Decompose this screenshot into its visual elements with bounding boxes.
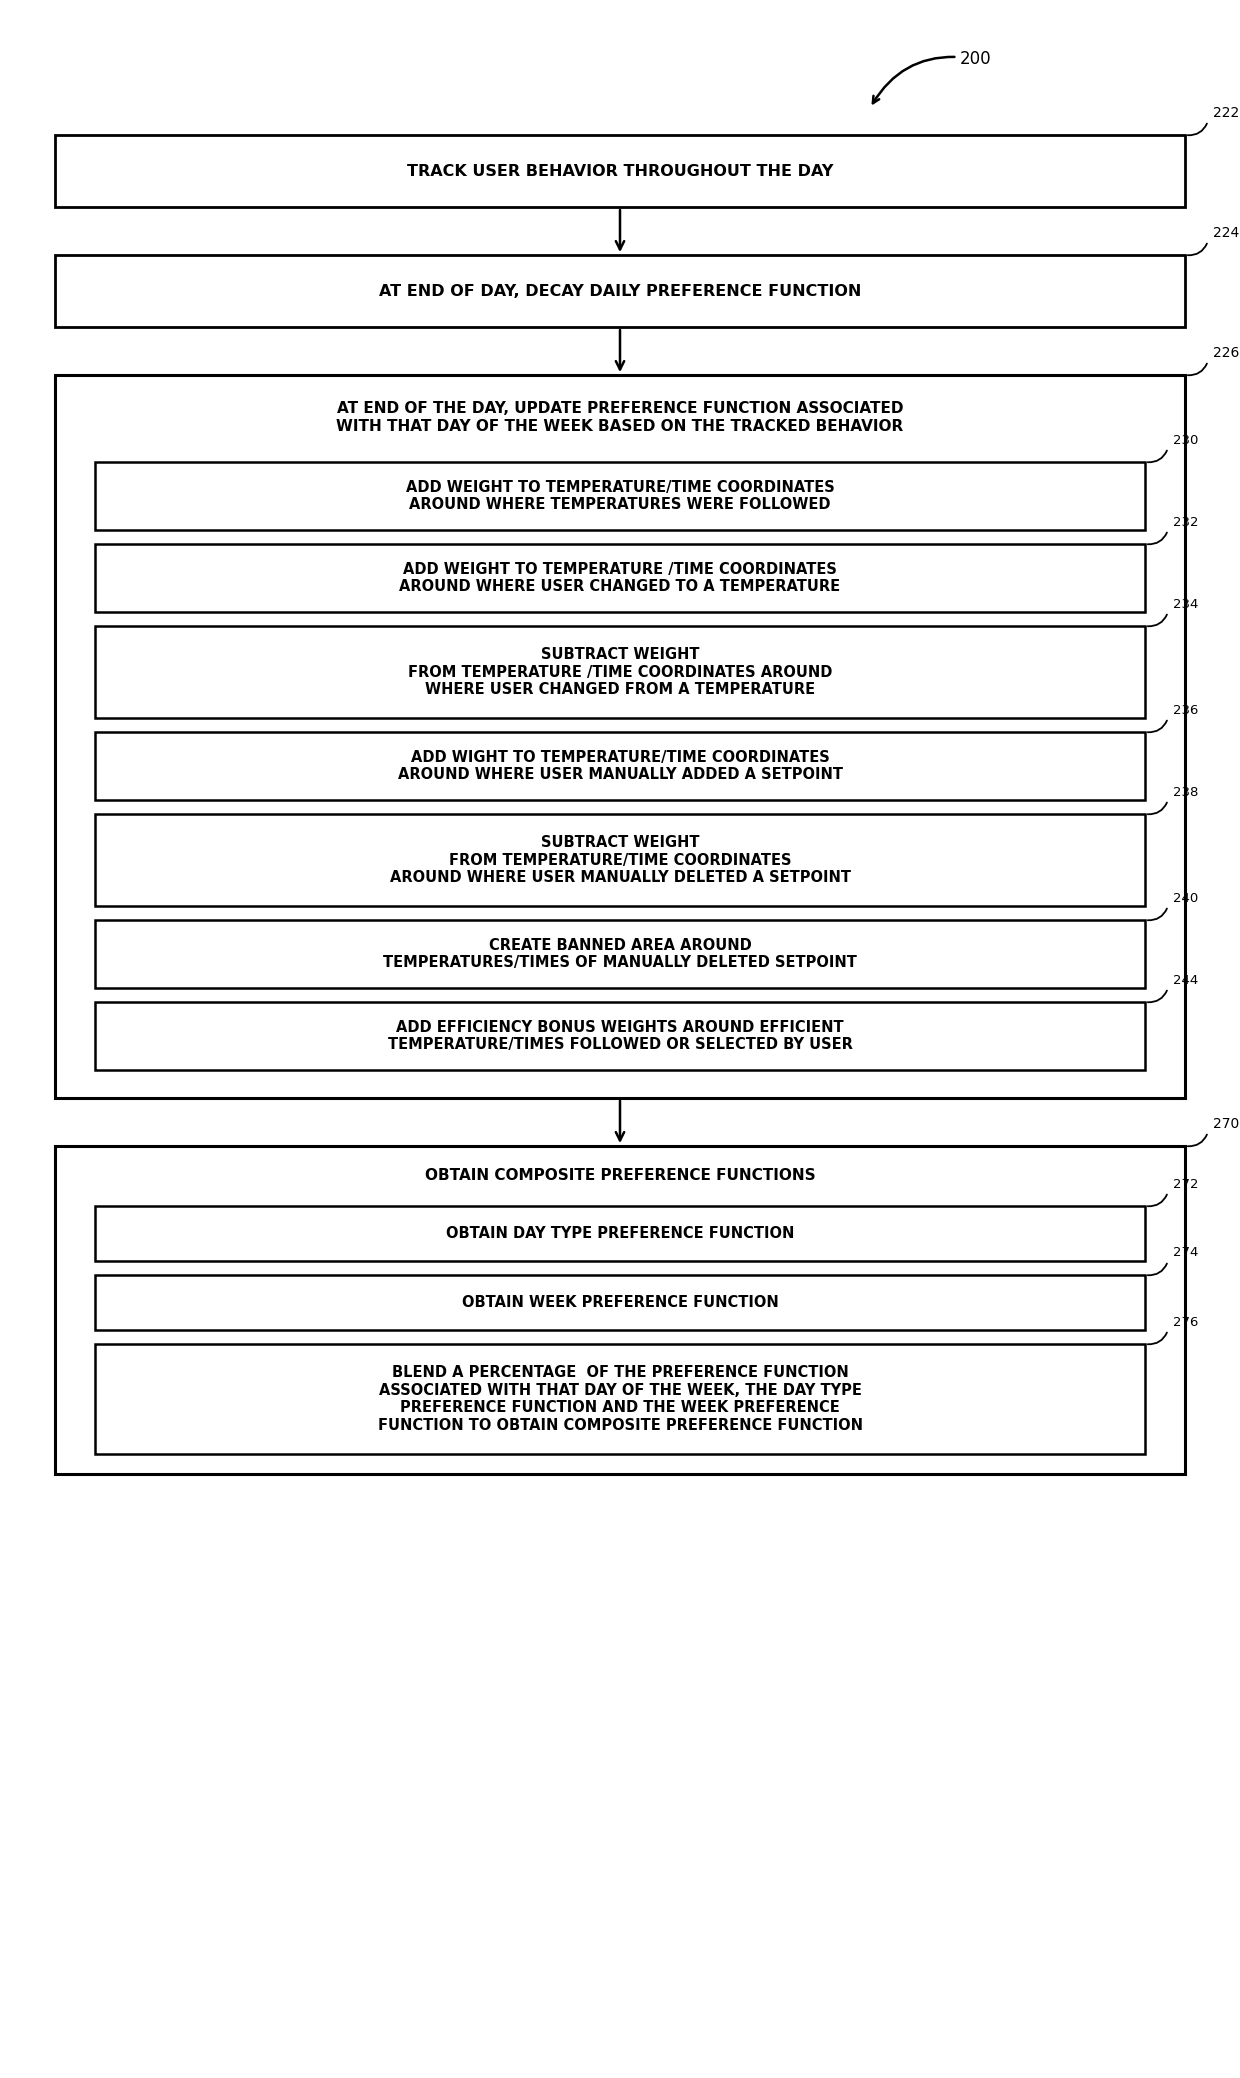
Text: 222: 222 xyxy=(1213,106,1239,121)
Bar xyxy=(55,1145,1185,1473)
Text: 270: 270 xyxy=(1213,1118,1239,1130)
Text: 272: 272 xyxy=(1173,1178,1199,1191)
Bar xyxy=(95,815,1145,906)
Text: 230: 230 xyxy=(1173,434,1198,447)
Bar xyxy=(55,256,1185,326)
Text: ADD EFFICIENCY BONUS WEIGHTS AROUND EFFICIENT
TEMPERATURE/TIMES FOLLOWED OR SELE: ADD EFFICIENCY BONUS WEIGHTS AROUND EFFI… xyxy=(388,1020,852,1051)
Bar xyxy=(95,1002,1145,1070)
Text: 238: 238 xyxy=(1173,785,1198,798)
Text: TRACK USER BEHAVIOR THROUGHOUT THE DAY: TRACK USER BEHAVIOR THROUGHOUT THE DAY xyxy=(407,164,833,179)
Text: CREATE BANNED AREA AROUND
TEMPERATURES/TIMES OF MANUALLY DELETED SETPOINT: CREATE BANNED AREA AROUND TEMPERATURES/T… xyxy=(383,937,857,970)
Bar xyxy=(95,544,1145,613)
Text: 240: 240 xyxy=(1173,891,1198,904)
Text: OBTAIN DAY TYPE PREFERENCE FUNCTION: OBTAIN DAY TYPE PREFERENCE FUNCTION xyxy=(446,1226,794,1241)
Text: ADD WEIGHT TO TEMPERATURE/TIME COORDINATES
AROUND WHERE TEMPERATURES WERE FOLLOW: ADD WEIGHT TO TEMPERATURE/TIME COORDINAT… xyxy=(405,480,835,511)
Text: 234: 234 xyxy=(1173,598,1198,611)
Bar xyxy=(95,731,1145,800)
Text: 274: 274 xyxy=(1173,1247,1198,1259)
Bar xyxy=(95,1344,1145,1455)
Bar xyxy=(55,374,1185,1097)
Bar xyxy=(95,1276,1145,1330)
Text: SUBTRACT WEIGHT
FROM TEMPERATURE /TIME COORDINATES AROUND
WHERE USER CHANGED FRO: SUBTRACT WEIGHT FROM TEMPERATURE /TIME C… xyxy=(408,646,832,696)
Text: ADD WEIGHT TO TEMPERATURE /TIME COORDINATES
AROUND WHERE USER CHANGED TO A TEMPE: ADD WEIGHT TO TEMPERATURE /TIME COORDINA… xyxy=(399,561,841,594)
Text: AT END OF DAY, DECAY DAILY PREFERENCE FUNCTION: AT END OF DAY, DECAY DAILY PREFERENCE FU… xyxy=(378,283,862,299)
Text: ADD WIGHT TO TEMPERATURE/TIME COORDINATES
AROUND WHERE USER MANUALLY ADDED A SET: ADD WIGHT TO TEMPERATURE/TIME COORDINATE… xyxy=(398,750,842,781)
Text: 236: 236 xyxy=(1173,704,1198,717)
Text: 232: 232 xyxy=(1173,515,1199,528)
Bar xyxy=(95,1205,1145,1261)
Text: 200: 200 xyxy=(873,50,992,104)
Text: BLEND A PERCENTAGE  OF THE PREFERENCE FUNCTION
ASSOCIATED WITH THAT DAY OF THE W: BLEND A PERCENTAGE OF THE PREFERENCE FUN… xyxy=(377,1365,863,1432)
Text: SUBTRACT WEIGHT
FROM TEMPERATURE/TIME COORDINATES
AROUND WHERE USER MANUALLY DEL: SUBTRACT WEIGHT FROM TEMPERATURE/TIME CO… xyxy=(389,835,851,885)
Bar xyxy=(95,461,1145,530)
Bar xyxy=(95,921,1145,987)
Text: OBTAIN COMPOSITE PREFERENCE FUNCTIONS: OBTAIN COMPOSITE PREFERENCE FUNCTIONS xyxy=(424,1168,816,1184)
Text: AT END OF THE DAY, UPDATE PREFERENCE FUNCTION ASSOCIATED
WITH THAT DAY OF THE WE: AT END OF THE DAY, UPDATE PREFERENCE FUN… xyxy=(336,401,904,434)
Text: 226: 226 xyxy=(1213,347,1239,359)
Text: 244: 244 xyxy=(1173,973,1198,987)
Text: OBTAIN WEEK PREFERENCE FUNCTION: OBTAIN WEEK PREFERENCE FUNCTION xyxy=(461,1295,779,1309)
Bar xyxy=(55,135,1185,208)
Bar xyxy=(95,625,1145,719)
Text: 276: 276 xyxy=(1173,1315,1198,1328)
Text: 224: 224 xyxy=(1213,227,1239,239)
